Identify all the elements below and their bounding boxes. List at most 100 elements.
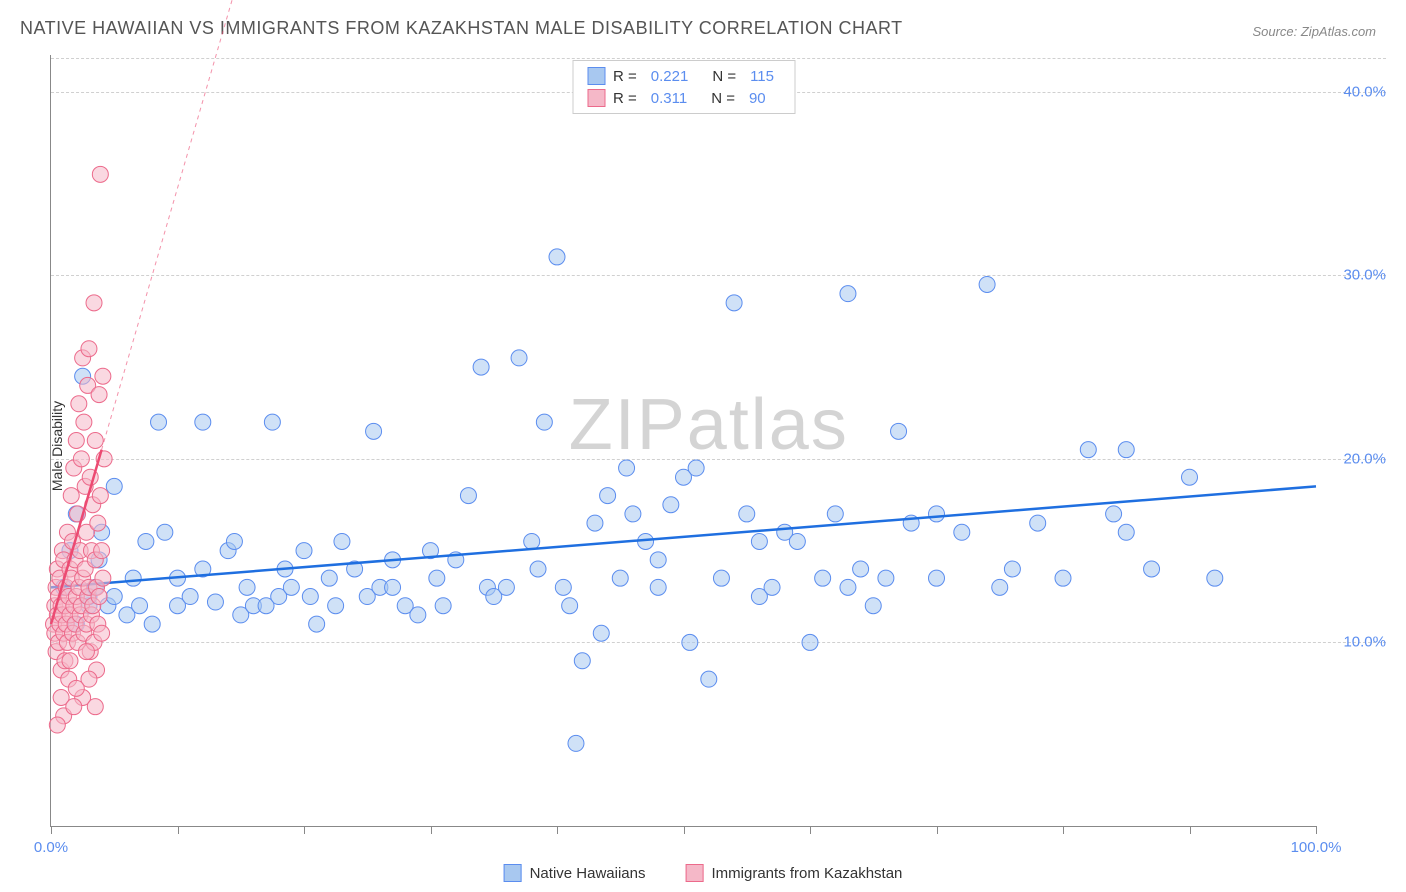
scatter-point — [66, 699, 82, 715]
scatter-point — [929, 570, 945, 586]
scatter-point — [568, 735, 584, 751]
scatter-point — [90, 515, 106, 531]
x-tick — [51, 826, 52, 834]
scatter-point — [92, 488, 108, 504]
scatter-point — [840, 579, 856, 595]
scatter-point — [878, 570, 894, 586]
scatter-point — [549, 249, 565, 265]
scatter-point — [663, 497, 679, 513]
scatter-point — [71, 396, 87, 412]
scatter-point — [151, 414, 167, 430]
x-tick — [178, 826, 179, 834]
scatter-point — [95, 368, 111, 384]
chart-plot-area: ZIPatlas R = 0.221 N = 115 R = 0.311 N =… — [50, 55, 1316, 827]
legend-r-label: R = — [613, 68, 637, 85]
scatter-point — [650, 552, 666, 568]
scatter-point — [435, 598, 451, 614]
x-tick — [1190, 826, 1191, 834]
scatter-point — [195, 414, 211, 430]
scatter-point — [91, 589, 107, 605]
x-tick — [304, 826, 305, 834]
scatter-point — [536, 414, 552, 430]
legend-n-value-0: 115 — [750, 68, 774, 85]
scatter-point — [321, 570, 337, 586]
scatter-point — [815, 570, 831, 586]
scatter-point — [555, 579, 571, 595]
scatter-point — [891, 423, 907, 439]
scatter-point — [1118, 524, 1134, 540]
scatter-point — [94, 625, 110, 641]
scatter-point — [1004, 561, 1020, 577]
scatter-point — [827, 506, 843, 522]
legend-row-series-1: R = 0.311 N = 90 — [587, 87, 780, 109]
legend-r-value-0: 0.221 — [651, 68, 689, 85]
scatter-plot-svg — [51, 55, 1316, 826]
legend-correlation-box: R = 0.221 N = 115 R = 0.311 N = 90 — [572, 60, 795, 114]
scatter-point — [334, 533, 350, 549]
legend-row-series-0: R = 0.221 N = 115 — [587, 65, 780, 87]
scatter-point — [76, 414, 92, 430]
legend-item-1: Immigrants from Kazakhstan — [685, 864, 902, 882]
scatter-point — [574, 653, 590, 669]
scatter-point — [524, 533, 540, 549]
x-tick — [1063, 826, 1064, 834]
scatter-point — [68, 680, 84, 696]
scatter-point — [87, 433, 103, 449]
scatter-point — [73, 451, 89, 467]
scatter-point — [498, 579, 514, 595]
x-tick — [431, 826, 432, 834]
x-tick-label: 100.0% — [1291, 839, 1342, 856]
scatter-point — [1207, 570, 1223, 586]
x-tick-label: 0.0% — [34, 839, 68, 856]
scatter-point — [132, 598, 148, 614]
scatter-point — [62, 653, 78, 669]
scatter-point — [92, 166, 108, 182]
scatter-point — [87, 699, 103, 715]
scatter-point — [207, 594, 223, 610]
scatter-point — [429, 570, 445, 586]
scatter-point — [296, 543, 312, 559]
scatter-point — [612, 570, 628, 586]
scatter-point — [68, 433, 84, 449]
scatter-point — [739, 506, 755, 522]
scatter-point — [682, 634, 698, 650]
scatter-point — [1144, 561, 1160, 577]
legend-bottom-label-0: Native Hawaiians — [530, 865, 646, 882]
scatter-point — [138, 533, 154, 549]
y-tick-label: 10.0% — [1326, 634, 1386, 651]
scatter-point — [283, 579, 299, 595]
scatter-point — [954, 524, 970, 540]
scatter-point — [106, 589, 122, 605]
scatter-point — [530, 561, 546, 577]
scatter-point — [789, 533, 805, 549]
scatter-point — [625, 506, 641, 522]
x-tick — [557, 826, 558, 834]
scatter-point — [91, 387, 107, 403]
scatter-point — [764, 579, 780, 595]
legend-r-value-1: 0.311 — [651, 90, 687, 107]
scatter-point — [460, 488, 476, 504]
legend-bottom-swatch-1 — [685, 864, 703, 882]
scatter-point — [979, 276, 995, 292]
y-tick-label: 40.0% — [1326, 83, 1386, 100]
scatter-point — [81, 341, 97, 357]
scatter-point — [49, 717, 65, 733]
scatter-point — [600, 488, 616, 504]
scatter-point — [865, 598, 881, 614]
scatter-point — [182, 589, 198, 605]
scatter-point — [650, 579, 666, 595]
source-attribution: Source: ZipAtlas.com — [1252, 24, 1376, 39]
scatter-point — [1106, 506, 1122, 522]
x-tick — [1316, 826, 1317, 834]
scatter-point — [366, 423, 382, 439]
y-tick-label: 20.0% — [1326, 450, 1386, 467]
scatter-point — [802, 634, 818, 650]
scatter-point — [78, 644, 94, 660]
legend-swatch-1 — [587, 89, 605, 107]
scatter-point — [701, 671, 717, 687]
scatter-point — [688, 460, 704, 476]
chart-title: NATIVE HAWAIIAN VS IMMIGRANTS FROM KAZAK… — [20, 18, 903, 39]
scatter-point — [157, 524, 173, 540]
trend-line-extrapolated — [102, 0, 254, 450]
legend-bottom-swatch-0 — [504, 864, 522, 882]
